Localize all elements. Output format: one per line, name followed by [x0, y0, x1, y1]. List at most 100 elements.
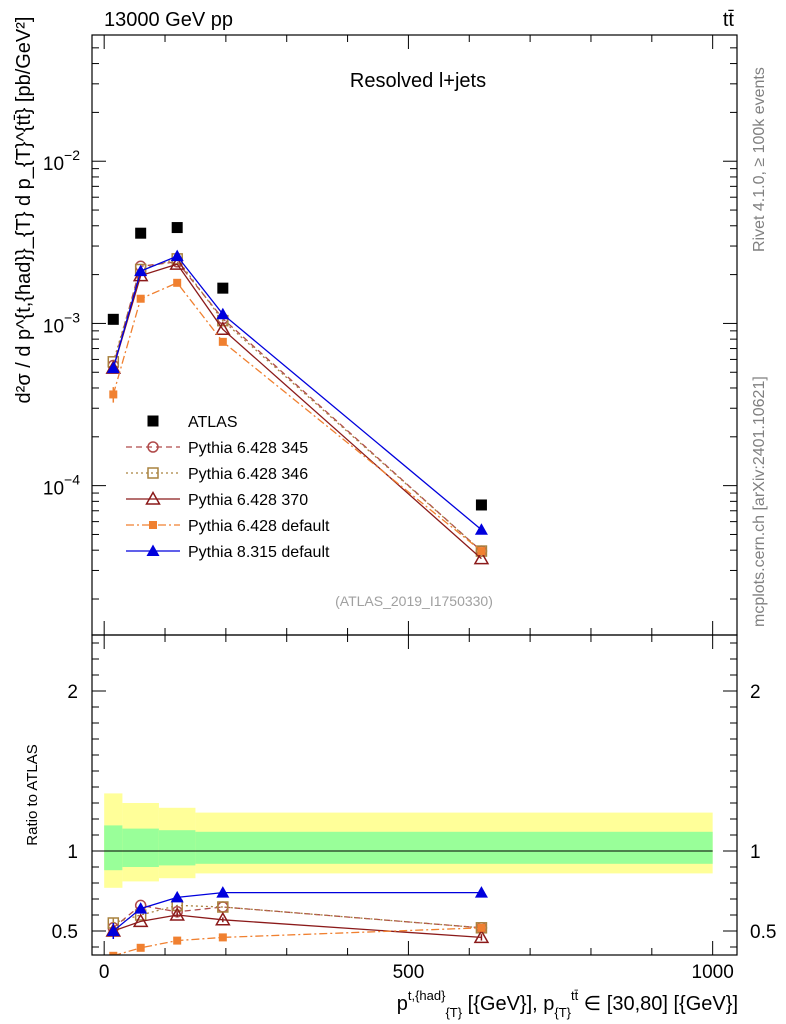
- data-point: [477, 547, 486, 556]
- series-pythia-6-428-346: [107, 253, 488, 557]
- data-point: [134, 264, 148, 277]
- data-point: [136, 294, 145, 303]
- series-pythia-6-428-default: [109, 278, 486, 556]
- data-point: [473, 550, 490, 565]
- ratio-point: [106, 924, 120, 936]
- ratio-y-axis-label: Ratio to ATLAS: [24, 744, 41, 845]
- legend-marker: [145, 490, 161, 505]
- ratio-point: [474, 886, 488, 898]
- ratio-point: [169, 906, 185, 921]
- ratio-panel: 0.5 0.5 1 1 2 2 0 500 1000 Ratio to ATLAS pt,{h…: [24, 634, 776, 1020]
- main-x-ticks: [103, 35, 714, 635]
- ratio-point: [173, 936, 182, 945]
- ratio-y-ticks: 0.5 0.5 1 1 2 2: [52, 642, 776, 948]
- rivet-version-label: Rivet 4.1.0, ≥ 100k events: [751, 67, 768, 252]
- ratio-point: [477, 923, 486, 932]
- ratio-point: [134, 902, 148, 914]
- main-y-axis-label-text: d²σ / d p^{t,{had}}_{T} d p_{T}^{tt̄} [p…: [13, 17, 35, 404]
- main-panel: 10−4 10−3 10−2 Resolved l+jets (ATLAS_2019…: [13, 17, 738, 636]
- ratio-uncertainty-bands: [104, 793, 713, 888]
- ratio-y-tick-label-right: 0.5: [750, 922, 776, 943]
- legend-item-atlas: ATLAS: [147, 414, 238, 431]
- legend-label: ATLAS: [188, 414, 238, 431]
- data-point: [215, 321, 231, 336]
- main-series-layer: [105, 222, 490, 565]
- ratio-y-tick-label: 1: [67, 842, 78, 863]
- x-tick-label: 0: [99, 962, 110, 983]
- ratio-line-pythia-6-428-default: [113, 927, 482, 955]
- data-point: [109, 390, 118, 399]
- legend-label: Pythia 6.428 346: [188, 466, 308, 483]
- inner-band: [122, 828, 159, 867]
- data-point: [170, 249, 184, 262]
- ratio-point: [109, 951, 118, 955]
- chart-title: Resolved l+jets: [350, 70, 486, 92]
- x-tick-label: 500: [393, 962, 425, 983]
- main-y-tick-label: 10−3: [43, 309, 80, 337]
- legend-label: Pythia 6.428 345: [188, 440, 308, 457]
- ratio-point: [215, 911, 231, 926]
- legend-label: Pythia 6.428 default: [188, 518, 330, 535]
- series-line-pythia-6-428-346: [112, 258, 482, 552]
- legend-marker: [147, 415, 159, 427]
- inner-band: [195, 831, 713, 864]
- series-atlas: [107, 222, 487, 511]
- ratio-point: [170, 890, 184, 903]
- data-point: [474, 523, 488, 535]
- data-point: [173, 278, 182, 287]
- process-label: tt̄: [723, 9, 735, 31]
- inner-band: [104, 825, 123, 871]
- series-line-pythia-6-428-default: [112, 282, 482, 552]
- series-pythia-8-315-default: [106, 249, 488, 535]
- legend-marker: [147, 467, 159, 479]
- ratio-y-tick-label: 2: [67, 682, 78, 703]
- legend-marker: [147, 441, 159, 453]
- legend-item-pythia-8-315-default: Pythia 8.315 default: [126, 544, 330, 561]
- ratio-x-ticks: 0 500 1000: [99, 635, 734, 983]
- series-line-pythia-6-428-370: [112, 263, 482, 560]
- series-pythia-6-428-345: [107, 256, 488, 557]
- series-line-pythia-8-315-default: [112, 255, 482, 531]
- ratio-y-tick-label: 0.5: [52, 922, 78, 943]
- main-y-tick-label: 10−2: [43, 147, 80, 175]
- ratio-point: [473, 929, 490, 944]
- ratio-series-pythia-8-315-default: [106, 886, 488, 939]
- legend-marker: [149, 521, 157, 529]
- legend-label: Pythia 8.315 default: [188, 544, 330, 561]
- ratio-point: [216, 886, 230, 898]
- legend-item-pythia-6-428-346: Pythia 6.428 346: [126, 466, 308, 483]
- ratio-y-tick-label-right: 1: [750, 842, 761, 863]
- data-point: [475, 499, 487, 511]
- ratio-point: [475, 922, 488, 934]
- data-point: [217, 282, 229, 294]
- main-y-axis-label: d²σ / d p^{t,{had}}_{T} d p_{T}^{tt̄} [p…: [13, 17, 35, 404]
- legend-item-pythia-6-428-default: Pythia 6.428 default: [126, 518, 330, 535]
- ratio-y-tick-label-right: 2: [750, 682, 761, 703]
- energy-label: 13000 GeV pp: [104, 9, 233, 31]
- data-point: [216, 307, 230, 320]
- data-point: [169, 256, 185, 270]
- ratio-point: [218, 933, 227, 942]
- ratio-point: [136, 943, 145, 952]
- data-point: [171, 222, 183, 234]
- x-tick-label: 1000: [692, 962, 734, 983]
- analysis-watermark: (ATLAS_2019_I1750330): [335, 593, 493, 609]
- ratio-line-pythia-6-428-346: [113, 904, 482, 929]
- mcplots-label: mcplots.cern.ch [arXiv:2401.10621]: [751, 376, 768, 627]
- main-y-ticks: 10−4 10−3 10−2: [43, 34, 737, 600]
- ratio-series-layer: [105, 886, 490, 955]
- x-axis-label: pt,{had}{T} [{GeV}], p{T}tt̄ ∈ [30,80] […: [397, 988, 738, 1020]
- data-point: [107, 313, 119, 325]
- legend-item-pythia-6-428-345: Pythia 6.428 345: [126, 440, 308, 457]
- legend: ATLAS Pythia 6.428 345 Pythia 6.428 346 Pyt…: [126, 414, 330, 561]
- data-point: [218, 337, 227, 346]
- main-y-tick-label: 10−4: [43, 472, 80, 500]
- legend-marker: [146, 544, 160, 556]
- inner-band: [158, 830, 196, 866]
- ratio-point: [132, 913, 149, 928]
- data-point: [475, 545, 488, 557]
- ratio-frame: [91, 634, 738, 956]
- ratio-series-pythia-6-428-default: [109, 923, 486, 955]
- legend-item-pythia-6-428-370: Pythia 6.428 370: [126, 490, 308, 509]
